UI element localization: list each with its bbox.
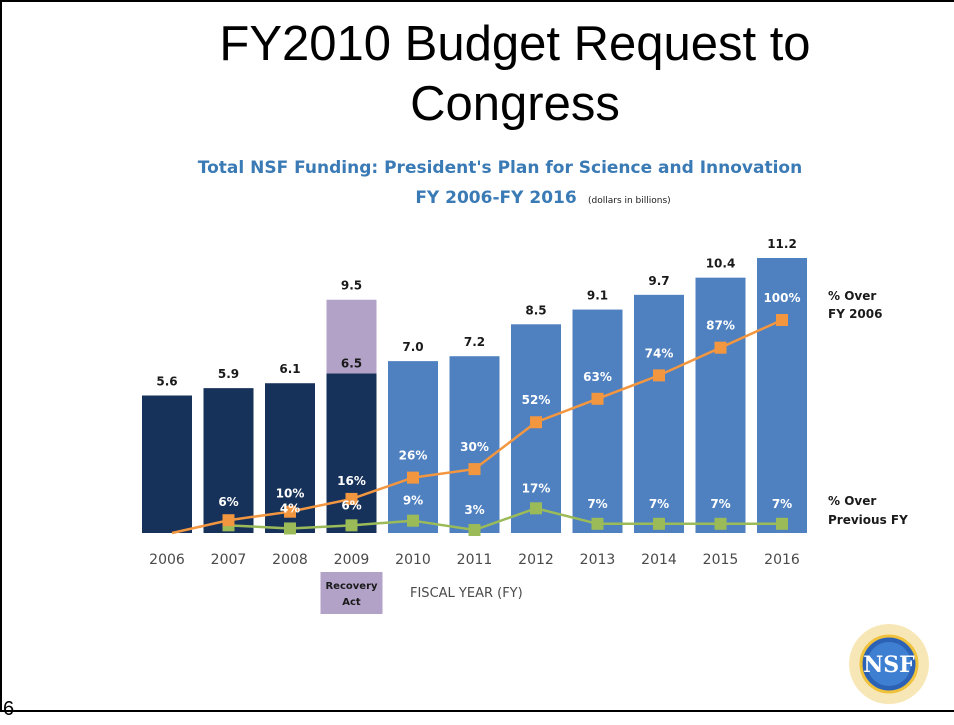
- bar-total-label-2012: 8.5: [525, 303, 546, 317]
- slide-title-line-1: FY2010 Budget Request to: [219, 17, 811, 71]
- label-pct-over-previous-2008: 4%: [280, 501, 300, 515]
- label-pct-over-2006-2016: 100%: [763, 291, 800, 305]
- label-pct-over-2006-2013: 63%: [583, 370, 612, 384]
- label-pct-over-2006-2014: 74%: [645, 346, 674, 360]
- legend-pct-over-2006-line-2: FY 2006: [828, 307, 882, 321]
- marker-pct-over-2006-2009: [345, 492, 358, 505]
- label-pct-over-2006-2012: 52%: [522, 393, 551, 407]
- marker-pct-over-2006-2012: [530, 416, 542, 429]
- marker-pct-over-2006-2011: [468, 463, 481, 476]
- label-pct-over-2006-2009: 16%: [337, 474, 366, 488]
- x-tick-label-2013: 2013: [580, 552, 616, 568]
- nsf-logo: NSF: [849, 624, 929, 704]
- marker-pct-over-2006-2008: [284, 505, 296, 518]
- legend-pct-over-2006-line-1: % Over: [828, 289, 876, 303]
- nsf-logo-globe-inner: [867, 642, 911, 686]
- bar-total-label-2008: 6.1: [279, 362, 300, 376]
- recovery-act-label-line-1: Recovery: [325, 581, 378, 592]
- x-tick-label-2008: 2008: [272, 552, 308, 568]
- bar-total-label-2009: 9.5: [341, 279, 362, 293]
- marker-pct-over-previous-2009: [345, 519, 358, 532]
- slide-title: FY2010 Budget Request to Congress: [100, 14, 930, 134]
- bar-total-label-2014: 9.7: [648, 274, 669, 288]
- marker-pct-over-previous-2010: [407, 514, 419, 527]
- bar-recovery-2009: [326, 299, 377, 374]
- bar-2012: [511, 324, 561, 533]
- bar-total-label-2015: 10.4: [706, 257, 736, 271]
- x-tick-label-2007: 2007: [211, 552, 247, 568]
- marker-pct-over-previous-2011: [468, 524, 481, 536]
- label-pct-over-previous-2016: 7%: [772, 497, 792, 511]
- x-tick-label-2009: 2009: [334, 552, 370, 568]
- line-pct-over-previous: [228, 506, 782, 532]
- marker-pct-over-2006-2013: [591, 392, 604, 405]
- recovery-act-box: [320, 572, 383, 614]
- label-pct-over-previous-2014: 7%: [649, 497, 669, 511]
- x-tick-label-2016: 2016: [764, 552, 800, 568]
- marker-pct-over-2006-2015: [714, 341, 727, 354]
- label-pct-over-2006-2015: 87%: [706, 319, 735, 333]
- bar-2007: [203, 388, 254, 533]
- marker-pct-over-2006-2014: [653, 369, 665, 382]
- bar-2009: [326, 373, 377, 533]
- bar-total-label-2011: 7.2: [464, 335, 485, 349]
- bar-2011: [449, 356, 500, 533]
- x-tick-label-2010: 2010: [395, 552, 431, 568]
- recovery-act-label-line-2: Act: [342, 597, 361, 608]
- marker-pct-over-2006-2007: [222, 514, 235, 527]
- label-pct-over-previous-2012: 17%: [522, 481, 551, 495]
- label-pct-over-2006-2007: 6%: [218, 495, 238, 509]
- slide-title-line-2: Congress: [410, 77, 620, 131]
- slide-number: 6: [3, 698, 15, 720]
- x-tick-label-2015: 2015: [703, 552, 739, 568]
- marker-pct-over-2006-2016: [776, 314, 788, 326]
- marker-pct-over-previous-2013: [591, 517, 604, 530]
- label-pct-over-2006-2011: 30%: [460, 440, 489, 454]
- bar-2015: [695, 277, 746, 533]
- legend-pct-over-previous-line-2: Previous FY: [828, 513, 908, 527]
- marker-pct-over-previous-2016: [776, 517, 788, 530]
- bar-total-label-2006: 5.6: [156, 375, 177, 389]
- chart-title: Total NSF Funding: President's Plan for …: [198, 158, 802, 178]
- label-pct-over-2006-2008: 10%: [276, 487, 305, 501]
- label-pct-over-previous-2009: 6%: [341, 498, 361, 512]
- legend-pct-over-previous-line-1: % Over: [828, 494, 876, 508]
- marker-pct-over-previous-2015: [714, 517, 727, 530]
- marker-pct-over-previous-2014: [653, 517, 665, 530]
- label-pct-over-previous-2013: 7%: [587, 497, 607, 511]
- bar-2014: [634, 294, 684, 533]
- marker-pct-over-2006-2010: [407, 471, 419, 484]
- x-tick-label-2014: 2014: [641, 552, 677, 568]
- bar-2006: [142, 395, 192, 533]
- x-tick-label-2011: 2011: [457, 552, 493, 568]
- label-pct-over-2006-2010: 26%: [399, 449, 428, 463]
- marker-pct-over-previous-2012: [530, 502, 542, 515]
- marker-pct-over-previous-2008: [284, 522, 296, 535]
- label-pct-over-previous-2015: 7%: [710, 497, 730, 511]
- bar-total-label-2007: 5.9: [218, 367, 239, 381]
- chart-subtitle: FY 2006-FY 2016: [415, 188, 576, 208]
- nsf-logo-text: NSF: [863, 652, 915, 678]
- bar-inner-label-2009: 6.5: [341, 356, 362, 370]
- bar-total-label-2010: 7.0: [402, 340, 423, 354]
- bar-2013: [572, 309, 623, 533]
- bar-2016: [757, 258, 807, 533]
- x-tick-label-2012: 2012: [518, 552, 554, 568]
- bar-total-label-2013: 9.1: [587, 289, 608, 303]
- bar-total-label-2016: 11.2: [767, 237, 797, 251]
- bar-2010: [388, 361, 438, 533]
- x-tick-label-2006: 2006: [149, 552, 185, 568]
- x-axis-title: FISCAL YEAR (FY): [410, 586, 523, 601]
- chart-subtitle-note: (dollars in billions): [588, 196, 671, 206]
- label-pct-over-previous-2011: 3%: [464, 503, 484, 517]
- label-pct-over-previous-2010: 9%: [403, 494, 423, 508]
